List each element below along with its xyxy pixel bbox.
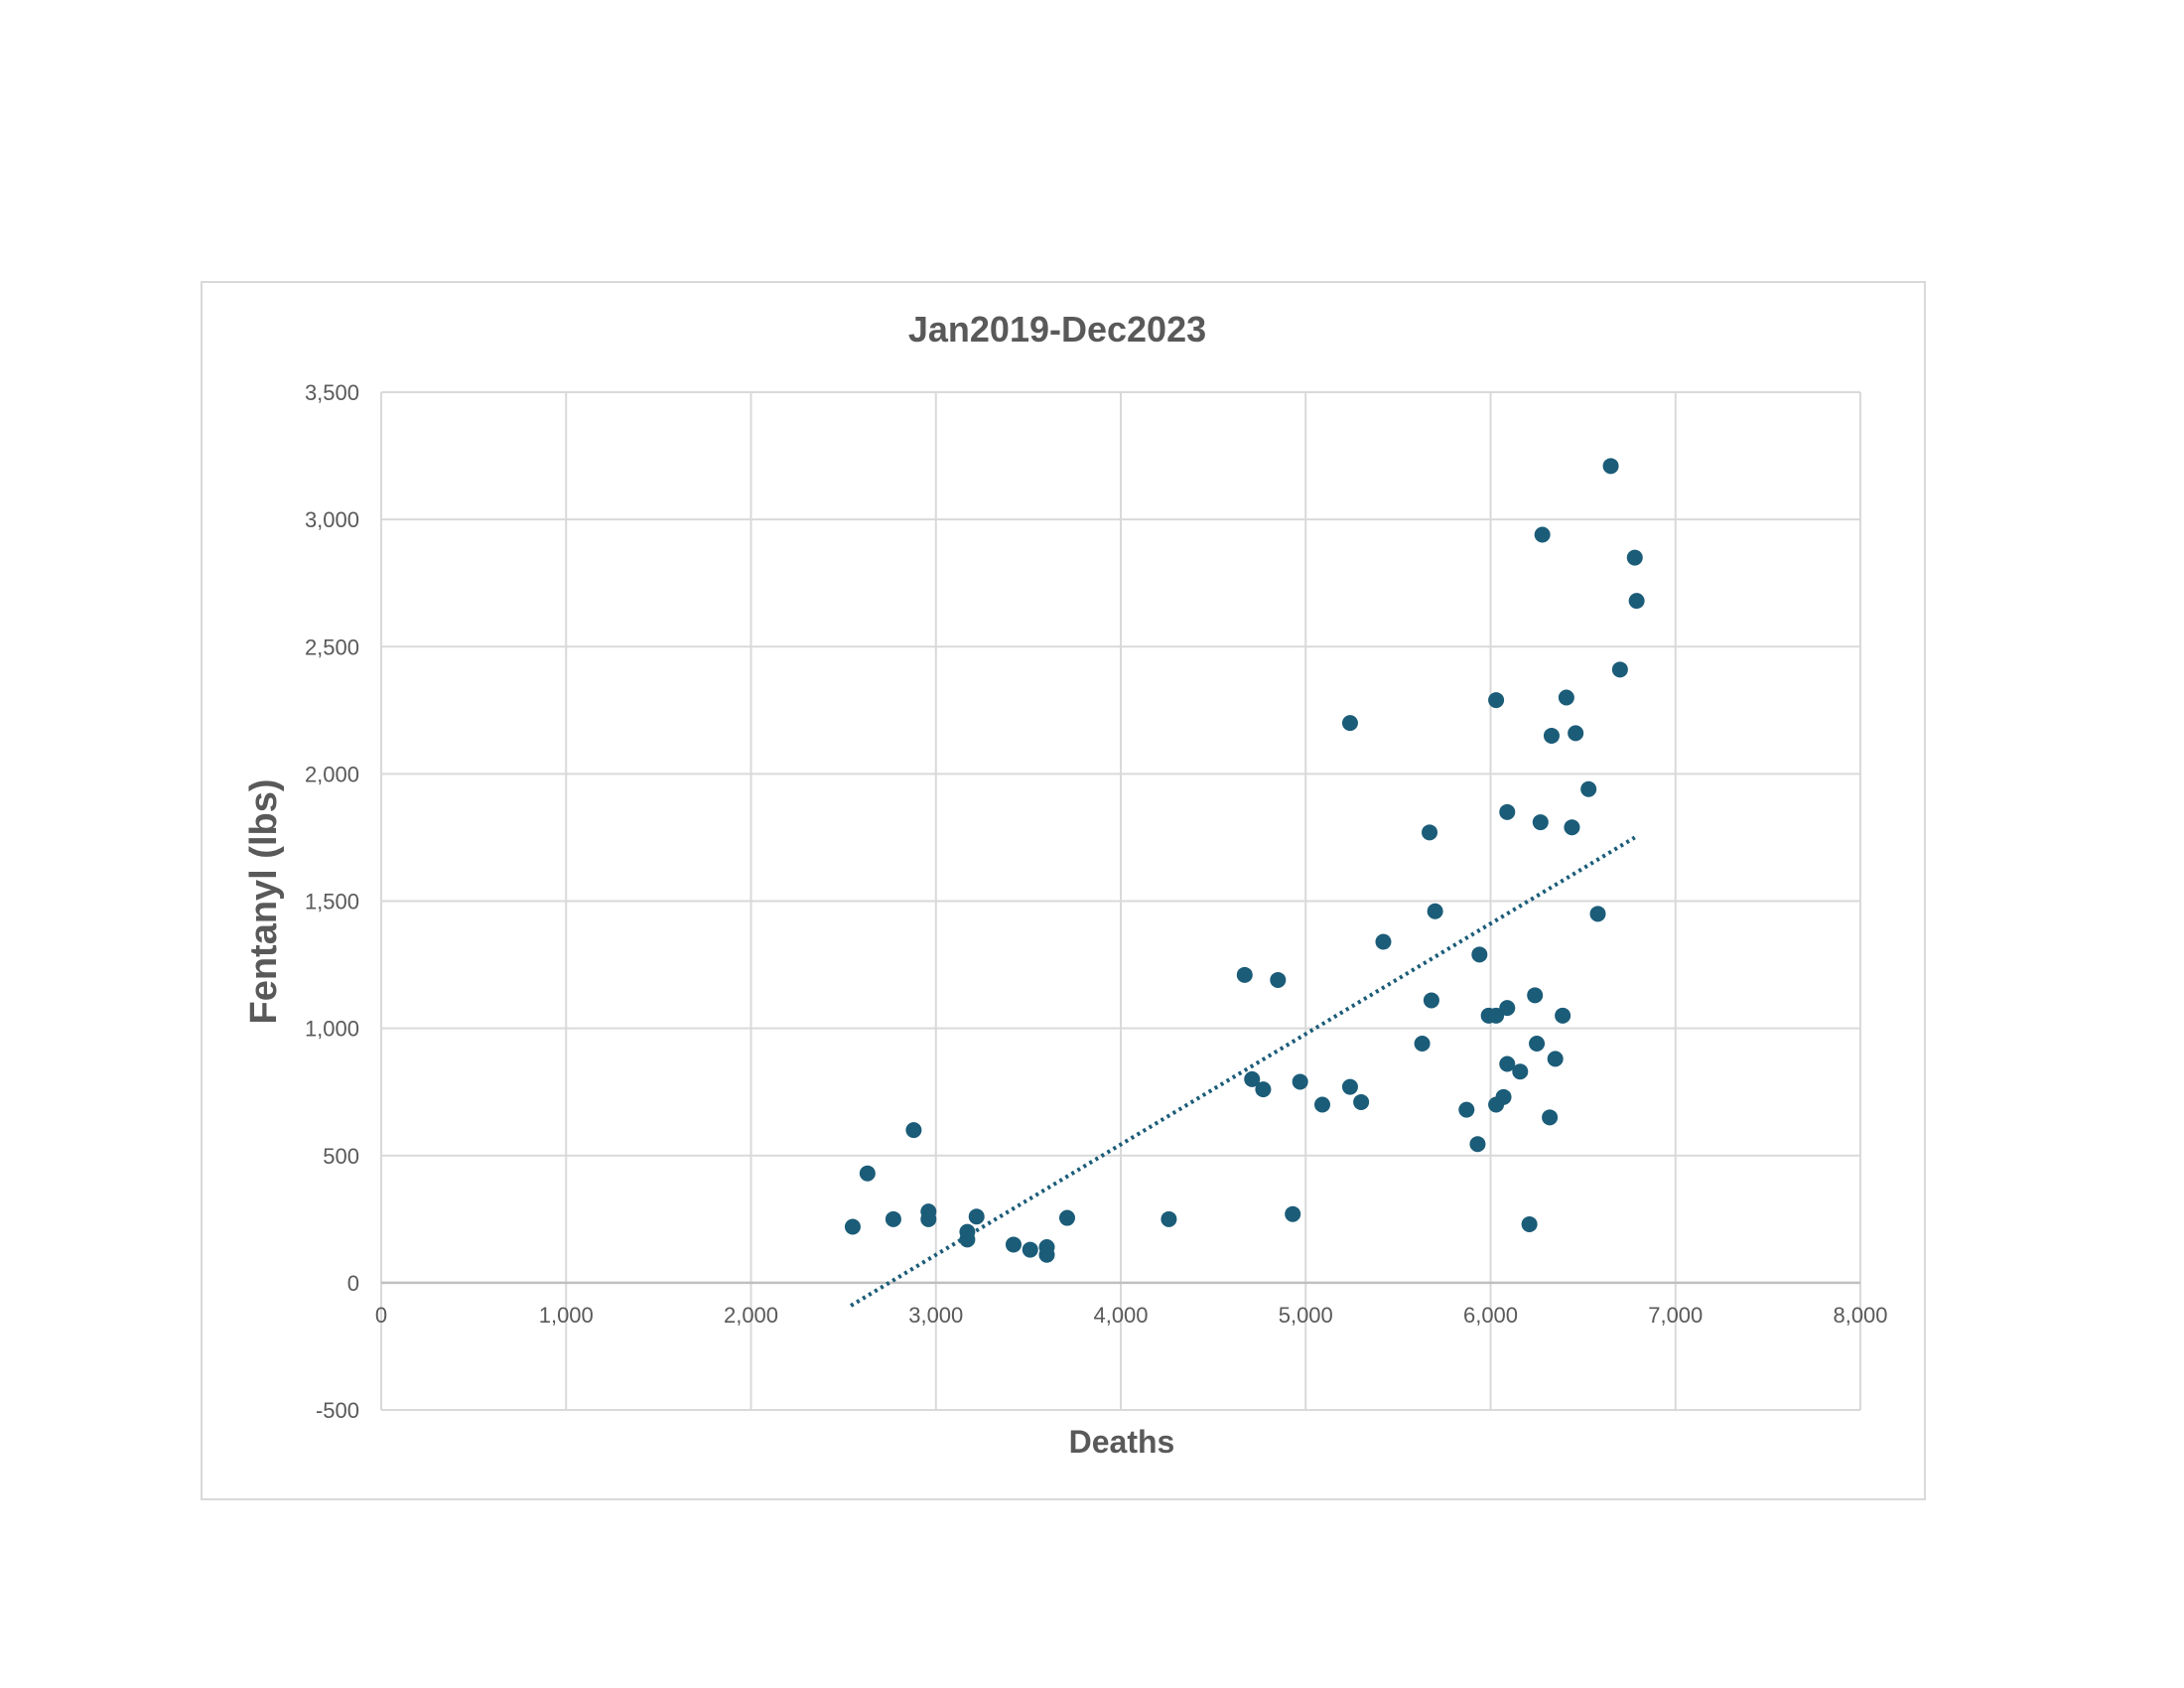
data-point	[1353, 1093, 1370, 1110]
data-point	[1527, 987, 1544, 1004]
y-tick-label: -500	[316, 1398, 359, 1423]
data-point	[1423, 992, 1439, 1009]
data-point	[1285, 1205, 1301, 1222]
data-point	[1547, 1051, 1564, 1067]
data-point	[1414, 1036, 1431, 1052]
data-point	[1270, 971, 1287, 988]
data-point	[1543, 727, 1560, 744]
data-point	[1534, 526, 1551, 543]
data-point	[1589, 906, 1606, 922]
data-point	[1341, 1078, 1358, 1095]
data-point	[1602, 458, 1619, 475]
data-point	[1499, 1000, 1516, 1017]
x-tick-label: 7,000	[1648, 1303, 1703, 1328]
data-point	[859, 1165, 876, 1182]
data-point	[1022, 1241, 1038, 1258]
data-point	[968, 1208, 985, 1225]
y-axis-title: Fentanyl (lbs)	[243, 778, 285, 1024]
y-tick-label: 1,000	[305, 1017, 359, 1042]
data-point	[905, 1122, 922, 1139]
data-point	[1160, 1210, 1177, 1227]
y-tick-label: 2,500	[305, 634, 359, 659]
x-tick-label: 1,000	[539, 1303, 594, 1328]
y-tick-label: 2,000	[305, 762, 359, 786]
data-point	[1564, 819, 1580, 836]
x-axis-tick-labels: 0 1,000 2,000 3,000 4,000 5,000 6,000 7,000 8,00…	[375, 1303, 1888, 1328]
data-point	[1314, 1096, 1331, 1113]
data-point	[1236, 966, 1253, 983]
data-point	[1038, 1239, 1055, 1255]
data-point	[1375, 933, 1392, 950]
data-point	[1580, 780, 1597, 797]
data-point	[1427, 903, 1443, 919]
chart-frame	[201, 281, 1926, 1500]
y-tick-label: 1,500	[305, 890, 359, 914]
data-point	[1058, 1209, 1075, 1226]
data-point	[920, 1210, 937, 1227]
data-point	[1555, 1007, 1571, 1024]
data-point	[1244, 1070, 1261, 1087]
data-point	[1458, 1101, 1475, 1118]
data-point	[1341, 715, 1358, 732]
data-point	[1558, 689, 1574, 706]
y-axis-tick-labels: -500 0 500 1,000 1,500 2,000 2,500 3,000 3,500	[305, 380, 359, 1423]
x-tick-label: 3,000	[908, 1303, 963, 1328]
x-tick-label: 6,000	[1463, 1303, 1518, 1328]
data-point	[1628, 593, 1645, 610]
data-point	[1542, 1109, 1559, 1126]
data-point	[1495, 1088, 1512, 1105]
x-tick-label: 4,000	[1093, 1303, 1148, 1328]
y-tick-label: 0	[347, 1271, 359, 1296]
data-point	[1499, 803, 1516, 820]
data-points	[844, 458, 1645, 1263]
data-point	[1005, 1236, 1022, 1253]
data-point	[1255, 1081, 1272, 1098]
data-point	[885, 1210, 901, 1227]
x-axis-title: Deaths	[1069, 1424, 1175, 1460]
data-point	[1488, 692, 1505, 709]
data-point	[1521, 1215, 1538, 1232]
data-point	[1471, 946, 1488, 963]
data-point	[1499, 1055, 1516, 1072]
y-tick-label: 500	[323, 1144, 359, 1169]
x-tick-label: 5,000	[1279, 1303, 1333, 1328]
x-tick-label: 8,000	[1833, 1303, 1887, 1328]
data-point	[844, 1218, 861, 1235]
x-tick-label: 0	[375, 1303, 387, 1328]
data-point	[1626, 549, 1643, 566]
data-point	[959, 1231, 976, 1248]
data-point	[1529, 1036, 1546, 1052]
data-point	[1611, 661, 1628, 678]
data-point	[1532, 814, 1549, 831]
chart-title: Jan2019-Dec2023	[908, 309, 1206, 350]
grid-lines	[380, 391, 1861, 1411]
data-point	[1568, 725, 1584, 742]
x-tick-label: 2,000	[724, 1303, 778, 1328]
data-point	[1512, 1063, 1529, 1080]
y-tick-label: 3,500	[305, 380, 359, 405]
data-point	[1488, 1007, 1505, 1024]
data-point	[1292, 1073, 1308, 1090]
y-tick-label: 3,000	[305, 507, 359, 532]
data-point	[1469, 1136, 1486, 1153]
data-point	[1422, 824, 1438, 841]
